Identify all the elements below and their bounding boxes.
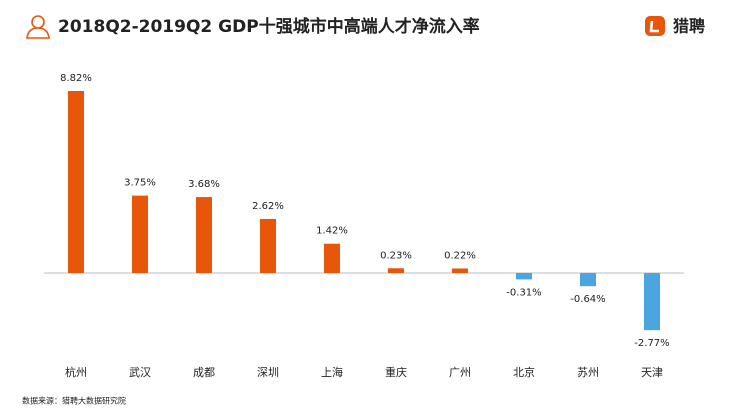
x-tick-label: 武汉 (129, 366, 151, 379)
x-tick-label: 北京 (513, 365, 535, 379)
x-tick-label: 重庆 (385, 365, 407, 379)
x-tick-label: 天津 (641, 366, 663, 379)
bar (196, 197, 212, 273)
value-label: 8.82% (60, 73, 92, 84)
bar (580, 273, 596, 287)
x-tick-label: 苏州 (577, 366, 599, 379)
bar (644, 273, 660, 331)
title-icon (26, 15, 50, 39)
value-label: 3.75% (124, 178, 156, 189)
x-tick-label: 上海 (321, 365, 343, 379)
x-tick-label: 深圳 (257, 366, 279, 379)
bar (516, 273, 532, 280)
bar (452, 268, 468, 273)
value-label: -2.77% (634, 338, 669, 349)
value-label: 0.23% (380, 250, 412, 261)
bar (324, 243, 340, 273)
value-label: 0.22% (444, 250, 476, 261)
x-tick-label: 杭州 (65, 365, 87, 379)
value-label: 1.42% (316, 226, 348, 237)
x-tick-label: 成都 (193, 366, 215, 379)
value-label: 2.62% (252, 201, 284, 212)
bar (260, 218, 276, 273)
x-tick-label: 广州 (449, 366, 471, 379)
value-label: -0.64% (570, 294, 605, 305)
bar (388, 268, 404, 273)
brand-logo (645, 16, 665, 36)
bar (132, 195, 148, 273)
value-label: 3.68% (188, 179, 220, 190)
bar (68, 91, 84, 273)
brand-name: 猎聘 (673, 17, 705, 36)
value-label: -0.31% (506, 287, 541, 298)
source-note: 数据来源：猎聘大数据研究院 (22, 396, 126, 406)
chart-title: 2018Q2-2019Q2 GDP十强城市中高端人才净流入率 (58, 16, 480, 37)
